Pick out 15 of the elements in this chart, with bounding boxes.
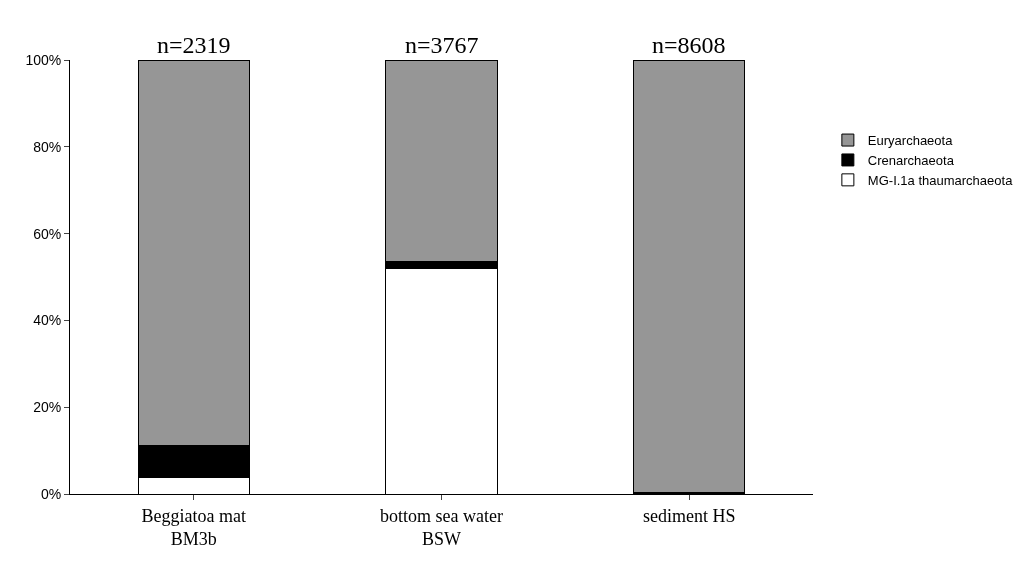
y-tick-label: 60% xyxy=(33,225,62,242)
text: n=3767 xyxy=(405,32,479,58)
x-tick-label: bottom sea water BSW xyxy=(380,505,503,549)
text: n=2319 xyxy=(157,32,231,58)
x-tick-label: sediment HS xyxy=(642,505,736,526)
y-tick-label: 80% xyxy=(33,138,62,155)
y-tick-label: 20% xyxy=(33,399,62,416)
y-tick-label: 40% xyxy=(33,312,62,329)
x-tick-label: Beggiatoa mat BM3b xyxy=(141,505,247,549)
legend-label: Euryarchaeota xyxy=(867,133,954,149)
legend-label: MG-I.1a thaumarchaeota xyxy=(867,172,1014,188)
y-tick-label: 0% xyxy=(40,485,62,502)
text: n=8608 xyxy=(652,32,726,58)
legend-label: Crenarchaeota xyxy=(867,153,955,169)
y-tick-label: 100% xyxy=(25,51,62,68)
